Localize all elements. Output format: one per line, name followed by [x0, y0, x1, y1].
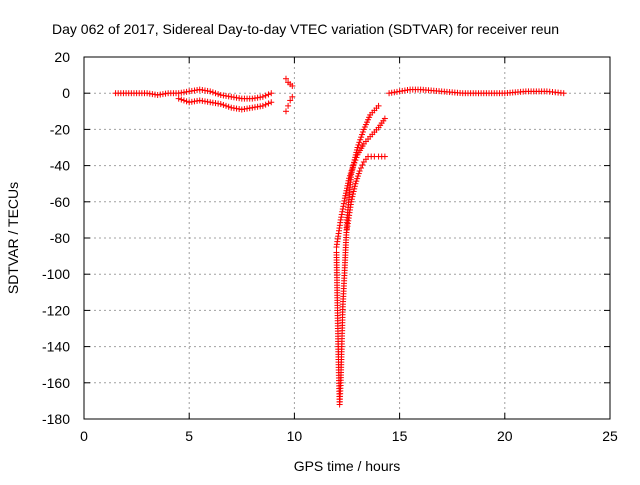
- y-tick-label: -20: [50, 121, 70, 137]
- data-point: [212, 90, 219, 97]
- data-point: [351, 185, 358, 192]
- data-point: [282, 75, 289, 82]
- data-points-layer: [112, 75, 567, 408]
- data-point: [348, 167, 355, 174]
- data-point: [357, 136, 364, 143]
- data-point: [348, 198, 355, 205]
- grid-layer: [84, 57, 610, 419]
- data-point: [339, 208, 346, 215]
- data-point: [259, 93, 266, 100]
- data-point: [359, 128, 366, 135]
- y-tick-label: -80: [50, 230, 70, 246]
- y-tick-label: -40: [50, 158, 70, 174]
- data-point: [285, 102, 292, 109]
- data-point: [178, 96, 185, 103]
- data-point: [220, 101, 227, 108]
- data-point: [350, 188, 357, 195]
- data-point: [375, 102, 382, 109]
- y-tick-label: 20: [54, 49, 70, 65]
- data-point: [217, 101, 224, 108]
- chart-title: Day 062 of 2017, Sidereal Day-to-day VTE…: [52, 21, 559, 37]
- data-point: [287, 97, 294, 104]
- data-point: [262, 92, 269, 99]
- data-point: [381, 115, 388, 122]
- tick-labels-layer: 0 5 10 15 20 25 20 0 -20 -40 -60 -80 -100 -120 -140 -16…: [42, 49, 618, 444]
- data-point: [289, 93, 296, 100]
- data-point: [352, 180, 359, 187]
- data-point: [358, 134, 365, 141]
- ticks-layer: [83, 56, 611, 420]
- y-tick-label: -180: [42, 411, 70, 427]
- x-tick-label: 5: [185, 428, 193, 444]
- data-point: [183, 98, 190, 105]
- data-point: [223, 102, 230, 109]
- data-point: [337, 216, 344, 223]
- data-point: [289, 82, 296, 89]
- data-point: [268, 90, 275, 97]
- data-point: [207, 88, 214, 95]
- data-point: [265, 91, 272, 98]
- data-point: [347, 170, 354, 177]
- data-point: [560, 90, 567, 97]
- y-tick-label: -120: [42, 302, 70, 318]
- x-tick-label: 10: [287, 428, 303, 444]
- data-point: [355, 170, 362, 177]
- data-point: [215, 91, 222, 98]
- x-tick-label: 25: [602, 428, 618, 444]
- data-point: [341, 197, 348, 204]
- y-axis-label: SDTVAR / TECUs: [5, 182, 21, 294]
- data-point: [351, 183, 358, 190]
- data-point: [262, 101, 269, 108]
- data-point: [354, 175, 361, 182]
- data-point: [346, 175, 353, 182]
- data-point: [348, 196, 355, 203]
- y-tick-label: 0: [62, 85, 70, 101]
- y-tick-label: -140: [42, 339, 70, 355]
- x-tick-label: 0: [80, 428, 88, 444]
- data-point: [282, 108, 289, 115]
- data-point: [225, 103, 232, 110]
- data-point: [209, 89, 216, 96]
- data-point: [346, 172, 353, 179]
- data-point: [175, 95, 182, 102]
- data-point: [356, 168, 363, 175]
- data-point: [180, 97, 187, 104]
- data-point: [358, 165, 365, 172]
- y-tick-label: -100: [42, 266, 70, 282]
- data-point: [350, 162, 357, 169]
- data-point: [340, 203, 347, 210]
- y-tick-label: -60: [50, 194, 70, 210]
- data-point: [339, 206, 346, 213]
- data-point: [352, 157, 359, 164]
- data-point: [354, 173, 361, 180]
- data-point: [351, 159, 358, 166]
- x-tick-label: 20: [497, 428, 513, 444]
- data-point: [355, 141, 362, 148]
- x-tick-label: 15: [392, 428, 408, 444]
- data-point: [265, 100, 272, 107]
- data-point: [259, 102, 266, 109]
- x-axis-label: GPS time / hours: [294, 458, 401, 474]
- data-point: [349, 193, 356, 200]
- data-point: [338, 211, 345, 218]
- data-point: [353, 154, 360, 161]
- data-point: [340, 200, 347, 207]
- data-point: [359, 131, 366, 138]
- data-point: [338, 214, 345, 221]
- y-tick-label: -160: [42, 375, 70, 391]
- data-point: [354, 144, 361, 151]
- data-point: [381, 153, 388, 160]
- data-point: [268, 99, 275, 106]
- data-point: [356, 139, 363, 146]
- data-point: [353, 178, 360, 185]
- data-point: [350, 191, 357, 198]
- data-point: [359, 161, 366, 168]
- data-point: [349, 165, 356, 172]
